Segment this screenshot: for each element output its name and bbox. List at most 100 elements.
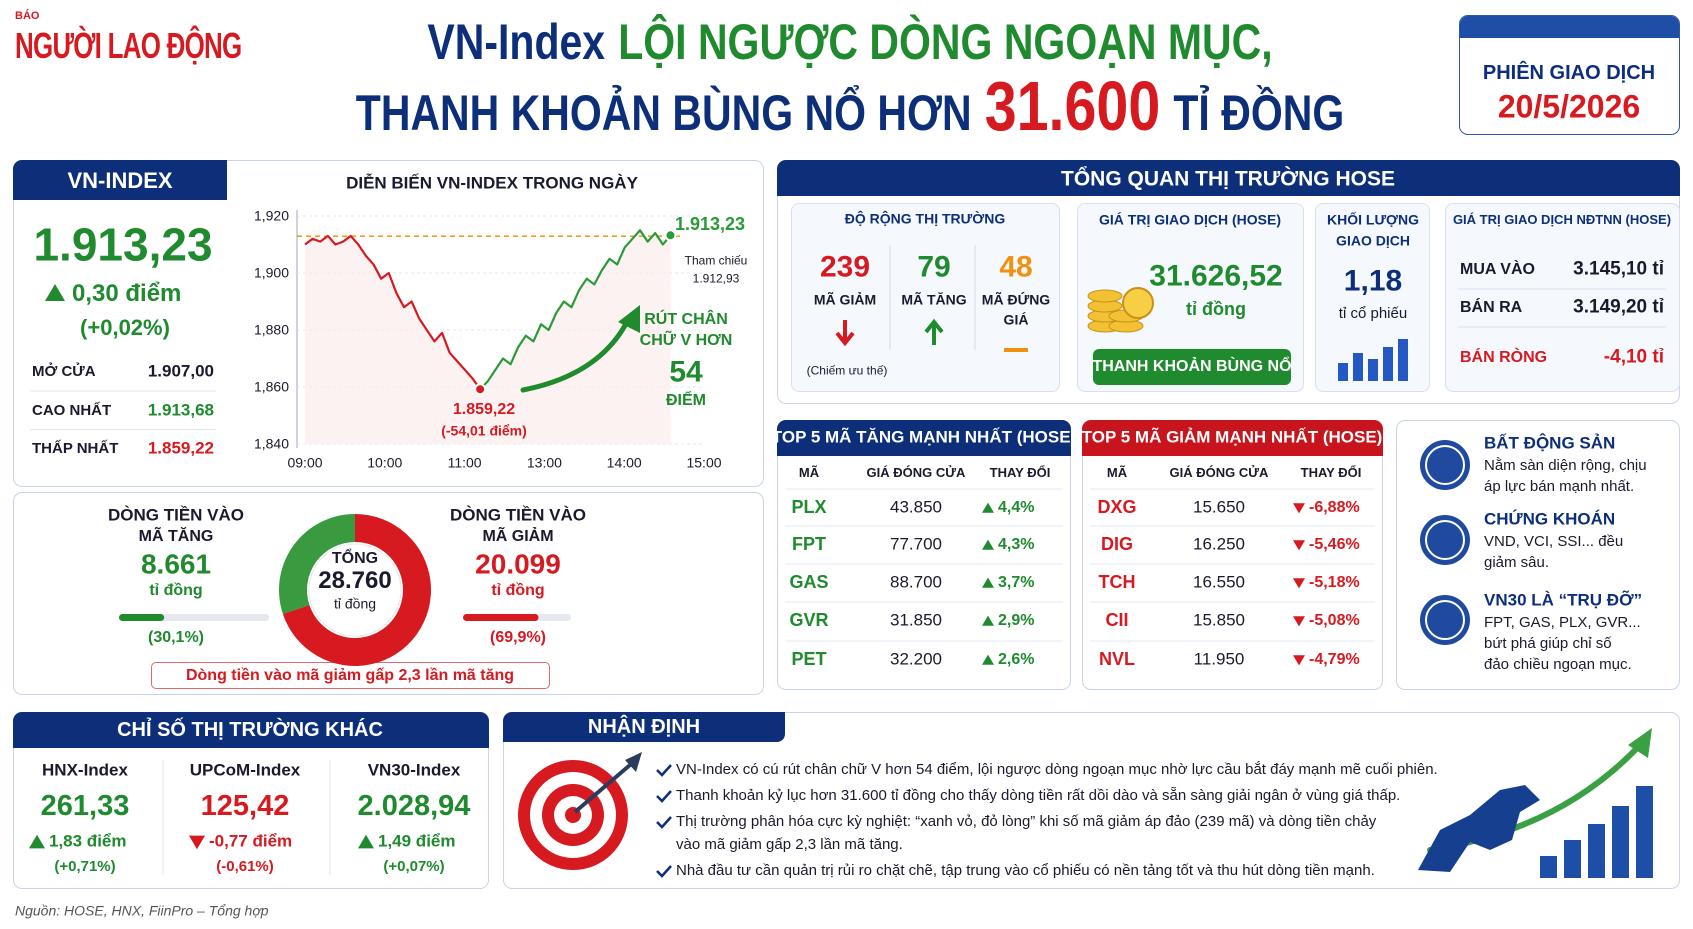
logo-small: BÁO [15,9,40,22]
ticker: FPT [792,534,826,555]
outlook-text: Nhà đầu tư cần quản trị rủi ro chặt chẽ,… [676,861,1375,879]
donut-slice [279,514,355,614]
breadth-card [791,203,1060,392]
x-tick-label: 13:00 [526,454,562,471]
sector-text: FPT, GAS, PLX, GVR... [1484,613,1641,631]
down-arrow [835,320,855,347]
price-change: -5,46% [1309,536,1360,554]
foreign-label: BÁN RA [1460,299,1523,317]
ticker: TCH [1098,572,1136,593]
ticker: NVL [1099,649,1135,670]
foreign-label: BÁN RÒNG [1460,349,1548,367]
y-tick-label: 1,880 [253,321,289,338]
annotation: 54 [669,355,703,389]
logo: NGƯỜI LAO ĐỘNG [15,25,242,67]
reference-label: Tham chiếu [684,253,748,268]
x-tick-label: 14:00 [606,454,642,471]
index-value: 2.028,94 [357,790,471,823]
outlook-text: vào mã giảm gấp 2,3 lần mã tăng. [676,835,903,853]
area-fill [305,230,671,444]
ticker: CII [1105,610,1129,631]
growth-bar-icon [1564,840,1581,878]
value-amount: 31.626,52 [1149,259,1283,293]
price-change: 3,7% [998,574,1035,592]
bull-icon [1418,785,1540,872]
foreign-card [1445,203,1680,392]
low-marker [474,383,487,396]
flow-title: MÃ TĂNG [138,528,214,546]
close-price: 88.700 [890,572,942,592]
breadth-label: MÃ TĂNG [901,291,967,308]
check-icon [656,865,672,878]
growth-bar-icon [1612,806,1629,878]
y-tick-label: 1,900 [253,264,289,281]
title-part: THANH KHOẢN BÙNG NỔ HƠN [355,85,972,141]
column-header: GIÁ ĐÓNG CỬA [1169,464,1269,480]
volume-amount: 1,18 [1343,264,1403,298]
x-tick-label: 15:00 [686,454,722,471]
triangle-icon [982,577,994,588]
donut-hole [308,543,402,637]
stat-value: 1.907,00 [147,361,214,381]
ticker: DXG [1097,497,1137,518]
flows-note: Dòng tiền vào mã giảm gấp 2,3 lần mã tăn… [185,667,515,685]
panel-tab: VN-INDEX [67,167,173,193]
sector-title: CHỨNG KHOÁN [1484,509,1616,529]
stat-value: 1.859,22 [147,438,214,458]
card-title: GIÁ TRỊ GIAO DỊCH NĐTNN (HOSE) [1452,211,1672,227]
index-change: -0,77 điểm [209,831,293,851]
panel-title: TỔNG QUAN THỊ TRƯỜNG HOSE [1060,167,1396,191]
card-title: ĐỘ RỘNG THỊ TRƯỜNG [844,210,1006,227]
outlook-text: Thanh khoản kỷ lục hơn 31.600 tỉ đồng ch… [676,786,1401,804]
price-change: 2,9% [998,612,1035,630]
flow-unit: tỉ đồng [491,582,545,600]
stat-value: 1.913,68 [147,400,214,420]
price-change: 4,3% [998,536,1035,554]
y-tick-label: 1,920 [253,207,289,224]
triangle-icon [29,834,45,849]
column-header: THAY ĐỔI [1300,464,1362,480]
foreign-value: -4,10 tỉ [1603,346,1664,368]
sector-text: áp lực bán mạnh nhất. [1484,477,1635,495]
line-up [479,229,672,390]
triangle-icon [982,615,994,626]
breadth-label: MÃ ĐỨNG [981,291,1051,308]
sector-text: Nằm sàn diện rộng, chịu [1484,456,1647,474]
index-value: 125,42 [200,790,290,823]
price-change: -5,18% [1309,574,1360,592]
y-tick-label: 1,860 [253,378,289,395]
bars-icon [1353,353,1363,381]
growth-arrowhead [1628,728,1652,758]
flow-unit: tỉ đồng [149,582,203,600]
price-change: -5,08% [1309,612,1360,630]
outlook-text: Thị trường phân hóa cực kỳ nghiệt: “xanh… [676,812,1377,830]
triangle-icon [982,654,994,665]
title-part: LỘI NGƯỢC DÒNG NGOẠN MỤC, [618,14,1273,70]
title-line: THANH KHOẢN BÙNG NỔ HƠN 31.600 TỈ ĐỒNG [356,71,1344,141]
flow-title: MÃ GIẢM [482,528,554,546]
close-price: 31.850 [890,610,942,630]
ticker: GVR [789,610,829,631]
bars-icon [1398,339,1408,381]
total-unit: tỉ đồng [333,595,377,612]
low-label: 1.859,22 [452,401,516,419]
close-price: 16.550 [1193,572,1245,592]
volume-unit: tỉ cổ phiếu [1338,304,1408,322]
close-price: 43.850 [890,497,942,517]
target-dart [573,763,632,814]
outlook-text: VN-Index có cú rút chân chữ V hơn 54 điể… [676,760,1438,778]
x-tick-label: 10:00 [367,454,403,471]
index-change: 0,30 điểm [72,279,182,307]
sector-text: giảm sâu. [1484,553,1550,571]
foreign-value: 3.149,20 tỉ [1573,296,1664,318]
hose-header [777,160,1680,196]
check-icon [656,764,672,777]
annotation-arrowhead [618,305,640,333]
share-bar [119,614,165,621]
panel-title: CHỈ SỐ THỊ TRƯỜNG KHÁC [117,719,383,741]
total-label: TỔNG [331,550,379,568]
triangle-icon [1293,540,1305,551]
sector-icon [1420,595,1470,645]
foreign-label: MUA VÀO [1460,261,1535,279]
